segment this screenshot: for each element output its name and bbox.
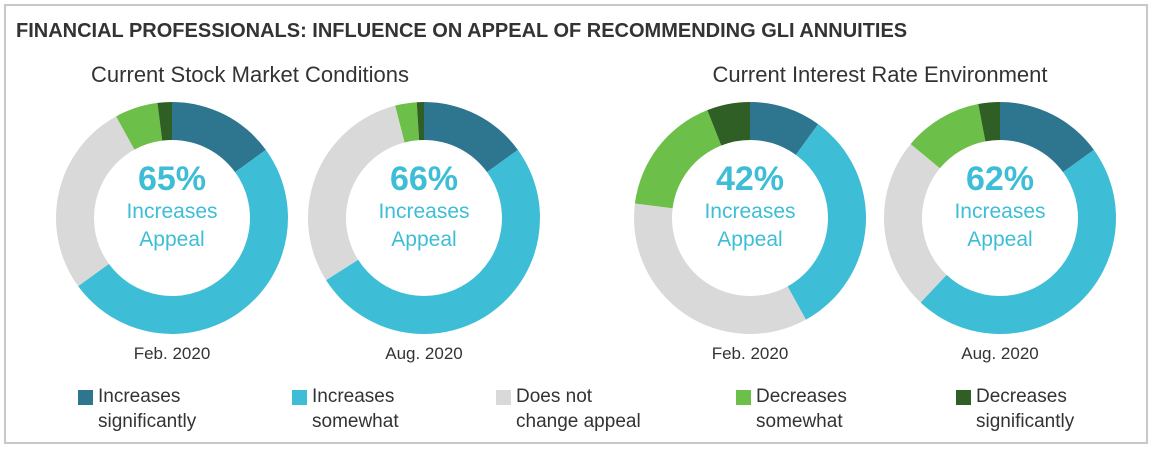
legend-swatch [736, 390, 751, 405]
center-value: 42% [715, 160, 785, 198]
center-caption: Increases Appeal [704, 200, 796, 251]
donut-segment [56, 116, 135, 287]
legend-swatch [292, 390, 307, 405]
donut-segment [787, 124, 867, 320]
group-title: Current Interest Rate Environment [712, 62, 1048, 87]
period-label: Feb. 2020 [711, 344, 789, 363]
donut-segment [910, 104, 986, 169]
donut-segment [116, 102, 163, 150]
center-value: 65% [137, 160, 207, 198]
donut-segment [326, 149, 541, 335]
legend-item: Decreases somewhat [736, 384, 906, 434]
donut-segment [920, 149, 1116, 335]
donut-segment [78, 149, 288, 334]
legend-label: Decreases somewhat [756, 386, 847, 432]
period-label: Feb. 2020 [133, 344, 211, 363]
center-label: 66% Increases Appeal [359, 160, 489, 254]
center-label: 62% Increases Appeal [935, 160, 1065, 254]
donut-segment [707, 102, 750, 146]
donut-segment [157, 102, 172, 141]
legend-label: Decreases significantly [976, 386, 1075, 432]
period-label: Aug. 2020 [961, 344, 1039, 363]
donut-segment [307, 105, 405, 281]
center-caption: Increases Appeal [378, 200, 470, 251]
legend-label: Increases somewhat [312, 386, 399, 432]
legend-item: Increases somewhat [292, 384, 462, 434]
legend-swatch [956, 390, 971, 405]
legend-label: Does not change appeal [516, 386, 641, 432]
center-label: 65% Increases Appeal [107, 160, 237, 254]
donut-segment [634, 110, 722, 209]
donut-segment [1000, 102, 1094, 173]
center-value: 62% [965, 160, 1035, 198]
group-title: Current Stock Market Conditions [91, 62, 409, 87]
legend-swatch [496, 390, 511, 405]
donut-segment [978, 102, 1000, 142]
donut-segment [424, 102, 518, 173]
period-label: Aug. 2020 [385, 344, 463, 363]
legend-label: Increases significantly [98, 386, 197, 432]
frame [4, 4, 1148, 444]
donut-segment [172, 102, 266, 173]
legend-item: Decreases significantly [956, 384, 1126, 434]
center-caption: Increases Appeal [954, 200, 1046, 251]
center-caption: Increases Appeal [126, 200, 218, 251]
legend-item: Increases significantly [78, 384, 248, 434]
center-label: 42% Increases Appeal [685, 160, 815, 254]
donut-segment [883, 144, 947, 303]
donut-segment [634, 203, 806, 335]
legend-swatch [78, 390, 93, 405]
center-value: 66% [389, 160, 459, 198]
title: FINANCIAL PROFESSIONALS: INFLUENCE ON AP… [16, 20, 908, 42]
legend-item: Does not change appeal [496, 384, 666, 434]
donut-segment [750, 102, 819, 155]
donut-segment [395, 102, 420, 143]
donut-segment [416, 102, 424, 141]
